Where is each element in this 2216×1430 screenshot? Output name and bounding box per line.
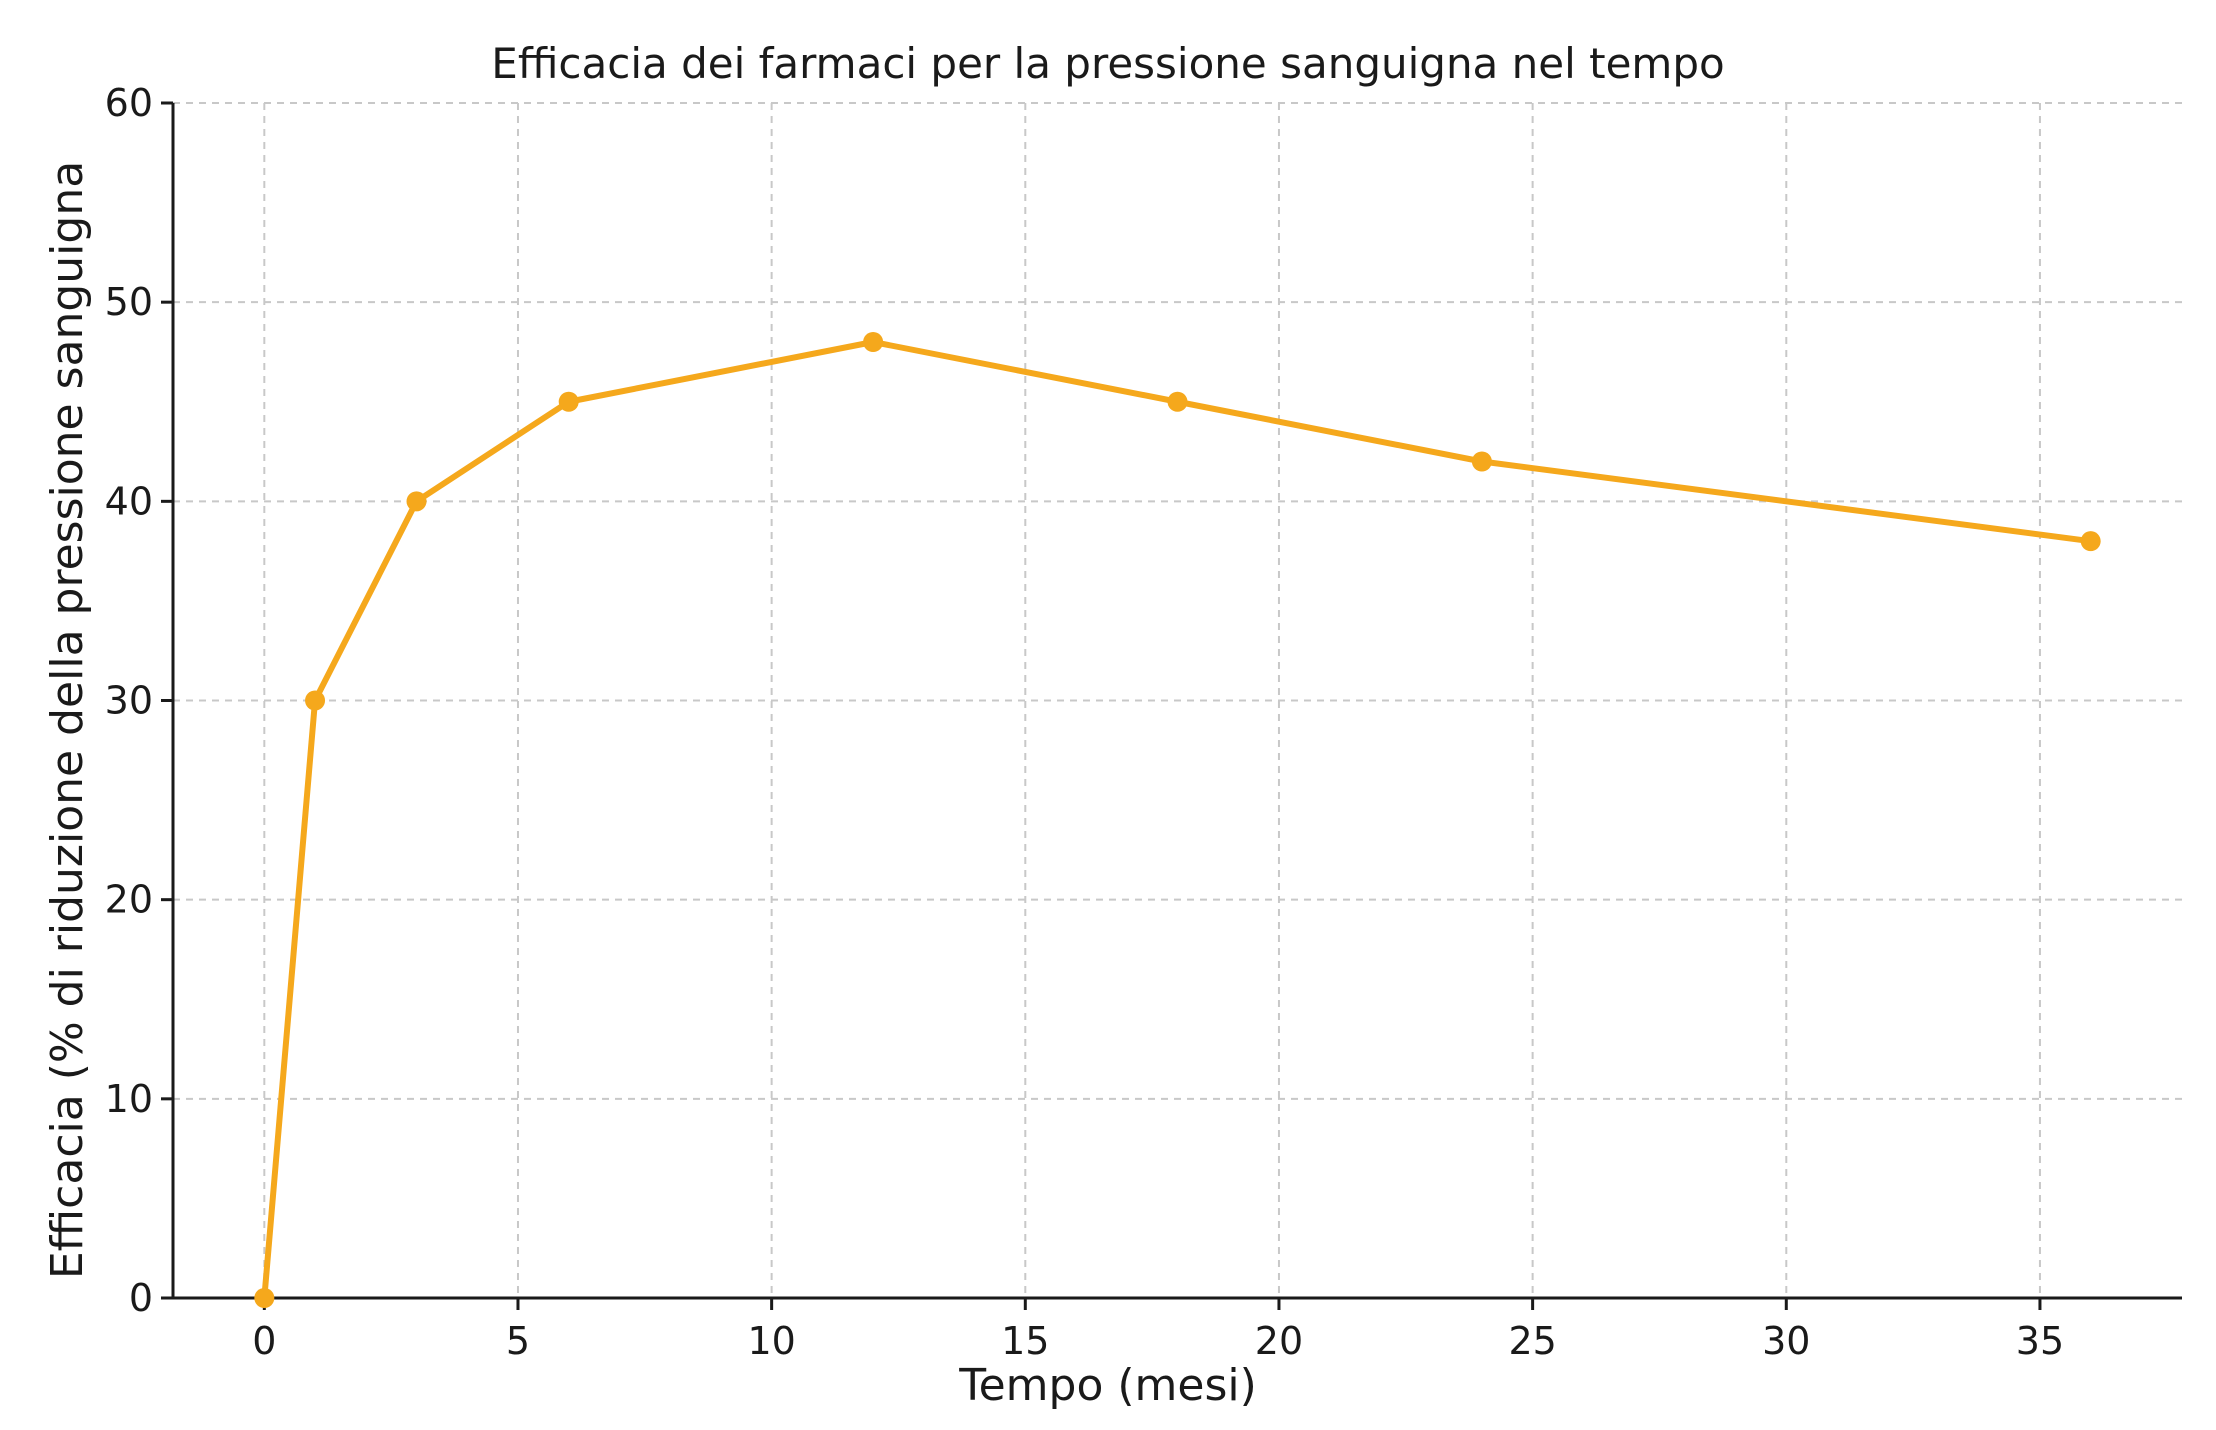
y-tick-label: 50: [105, 280, 153, 324]
y-tick-label: 60: [105, 81, 153, 125]
data-point: [254, 1288, 275, 1308]
data-point: [863, 332, 884, 352]
y-tick-label: 30: [105, 679, 153, 723]
data-point: [1167, 391, 1188, 412]
y-tick-label: 40: [105, 479, 153, 523]
y-axis-label: Efficacia (% di riduzione della pression…: [42, 161, 93, 1279]
x-tick-label: 25: [1508, 1319, 1556, 1363]
y-tick-label: 20: [105, 878, 153, 922]
grid-layer: [173, 102, 2182, 1299]
x-axis-label: Tempo (mesi): [958, 1360, 1257, 1411]
data-point: [2080, 531, 2101, 552]
chart-title: Efficacia dei farmaci per la pressione s…: [491, 39, 1724, 88]
series-layer: [254, 332, 2101, 1308]
series-line: [261, 339, 2094, 1301]
x-tick-label: 30: [1762, 1319, 1810, 1363]
x-tick-label: 5: [506, 1319, 530, 1363]
y-tick-label: 0: [129, 1276, 153, 1320]
data-point: [1471, 451, 1492, 472]
x-tick-label: 20: [1255, 1319, 1303, 1363]
y-tick-label: 10: [105, 1077, 153, 1121]
x-tick-label: 35: [2016, 1319, 2064, 1363]
data-point: [558, 391, 579, 412]
axes-layer: 0 5 10 15 20 25 30 35 0 10 20 30 40 50 60: [105, 81, 2182, 1363]
x-tick-label: 0: [252, 1319, 276, 1363]
x-tick-label: 10: [747, 1319, 795, 1363]
data-point: [406, 491, 427, 512]
data-point: [305, 690, 326, 711]
x-tick-label: 15: [1001, 1319, 1049, 1363]
